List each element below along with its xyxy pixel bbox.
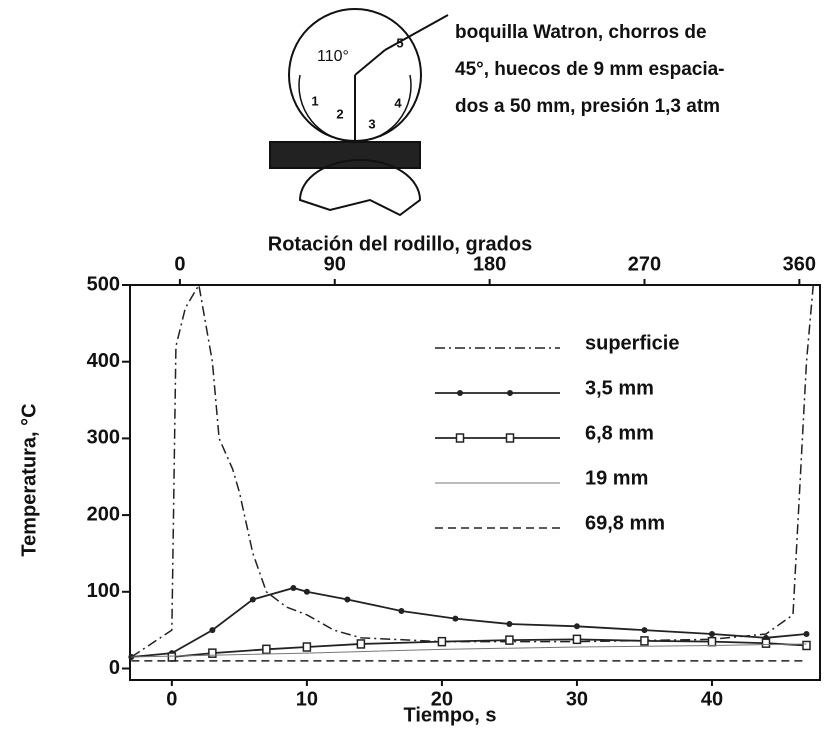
series-line [131,285,813,657]
marker [803,641,810,649]
y-tick-label: 100 [87,580,120,602]
marker [452,616,458,622]
x-tick-label: 10 [296,688,318,710]
legend-label: 6,8 mm [585,422,654,444]
zone-label: 2 [336,106,343,121]
angle-label: 110° [317,48,349,65]
x2-tick-label: 90 [324,253,346,275]
x2-tick-label: 360 [783,253,816,275]
x2-label: Rotación del rodillo, grados [268,233,532,255]
legend-label: 69,8 mm [585,512,665,534]
y-label: Temperatura, °C [18,403,40,556]
series-line [131,588,806,657]
legend-label: 3,5 mm [585,377,654,399]
annotation-line: dos a 50 mm, presión 1,3 atm [455,96,720,117]
marker [250,596,256,602]
marker [357,640,364,648]
marker [168,653,175,661]
diagram-labels: 110° 1 2 3 4 5 boquilla Watron, chorros de 45°,… [311,22,724,131]
marker [709,631,715,637]
marker [573,635,580,643]
marker [641,637,648,645]
marker [708,638,715,646]
x-tick-label: 0 [166,688,177,710]
legend-marker [457,390,463,396]
marker [344,596,350,602]
marker [303,643,310,651]
zone-label: 5 [396,35,403,50]
legend-marker [507,434,514,442]
legend-label: 19 mm [585,467,648,489]
marker [803,631,809,637]
series-line [131,644,806,657]
marker [263,645,270,653]
y-tick-label: 500 [87,273,120,295]
zone-label: 3 [368,116,375,131]
y-tick-label: 0 [109,657,120,679]
marker [574,623,580,629]
y-tick-label: 400 [87,350,120,372]
y-tick-label: 200 [87,503,120,525]
zone-label: 4 [394,95,402,110]
annotation-line: 45°, huecos de 9 mm espacia- [455,59,725,80]
x2-tick-label: 0 [174,253,185,275]
marker [641,627,647,633]
legend-label: superficie [585,332,679,354]
x-tick-label: 30 [566,688,588,710]
zone-label: 1 [311,93,318,108]
roll-diagram [270,9,448,215]
nozzle-line [385,15,448,50]
marker [506,636,513,644]
marker [290,585,296,591]
marker [762,639,769,647]
figure: 110° 1 2 3 4 5 boquilla Watron, chorros de 45°,… [0,0,831,726]
x2-tick-label: 270 [628,253,661,275]
radius [355,50,385,75]
legend-marker [507,390,513,396]
legend-marker [457,434,464,442]
x2-tick-label: 180 [473,253,506,275]
marker [209,649,216,657]
x-tick-label: 20 [431,688,453,710]
x-tick-label: 40 [701,688,723,710]
strip [270,142,420,168]
y-tick-label: 300 [87,427,120,449]
marker [209,627,215,633]
marker [438,638,445,646]
annotation-line: boquilla Watron, chorros de [455,22,707,43]
marker [304,589,310,595]
marker [506,621,512,627]
marker [398,608,404,614]
